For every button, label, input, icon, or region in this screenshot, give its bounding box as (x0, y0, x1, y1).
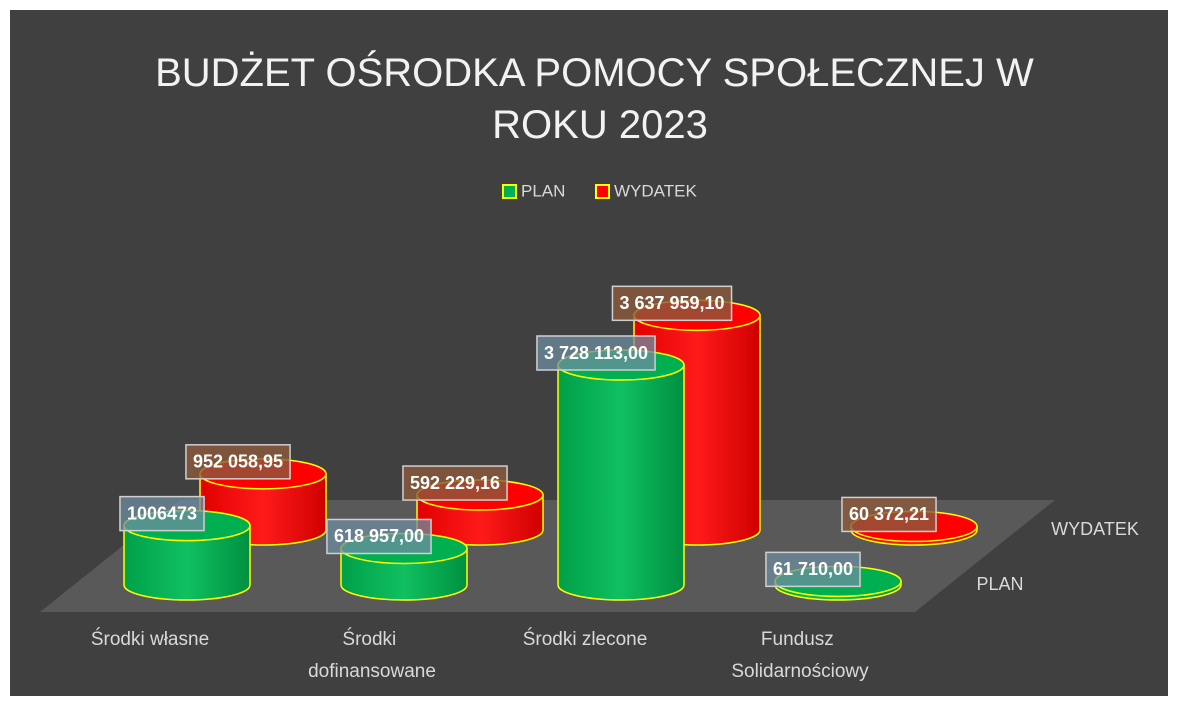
value-label: 61 710,00 (773, 559, 853, 579)
value-label-box (119, 495, 205, 532)
value-label: 952 058,95 (193, 452, 283, 472)
value-label: 3 637 959,10 (619, 293, 724, 313)
depth-label: WYDATEK (1051, 519, 1139, 539)
x-tick-label: Środki zlecone (523, 628, 648, 650)
cylinder-body (557, 364, 685, 601)
value-label: 592 229,16 (410, 473, 500, 493)
value-label: 1006473 (127, 503, 197, 523)
legend-swatch (595, 184, 610, 199)
value-label: 3 728 113,00 (544, 343, 648, 363)
cylinder-body (123, 524, 251, 601)
depth-label: PLAN (976, 574, 1023, 594)
chart-title: BUDŻET OŚRODKA POMOCY SPOŁECZNEJ W ROKU … (155, 49, 1045, 147)
x-tick-label: Środki dofinansowane (308, 628, 436, 682)
cylinder (557, 349, 685, 601)
value-label-box (185, 444, 291, 480)
value-label: 618 957,00 (334, 526, 424, 546)
legend-label: PLAN (521, 181, 565, 200)
x-tick-label: Fundusz Solidarnościowy (731, 629, 869, 682)
legend-label: WYDATEK (614, 181, 697, 200)
value-label-box (536, 335, 656, 371)
value-label-box (841, 496, 937, 533)
value-label-box (765, 551, 861, 588)
x-tick-label: Środki własne (91, 628, 209, 650)
value-label-box (402, 465, 508, 501)
value-label: 60 372,21 (849, 504, 929, 524)
legend-swatch (502, 184, 517, 199)
value-label-box (326, 518, 432, 555)
value-label-box (611, 285, 733, 322)
